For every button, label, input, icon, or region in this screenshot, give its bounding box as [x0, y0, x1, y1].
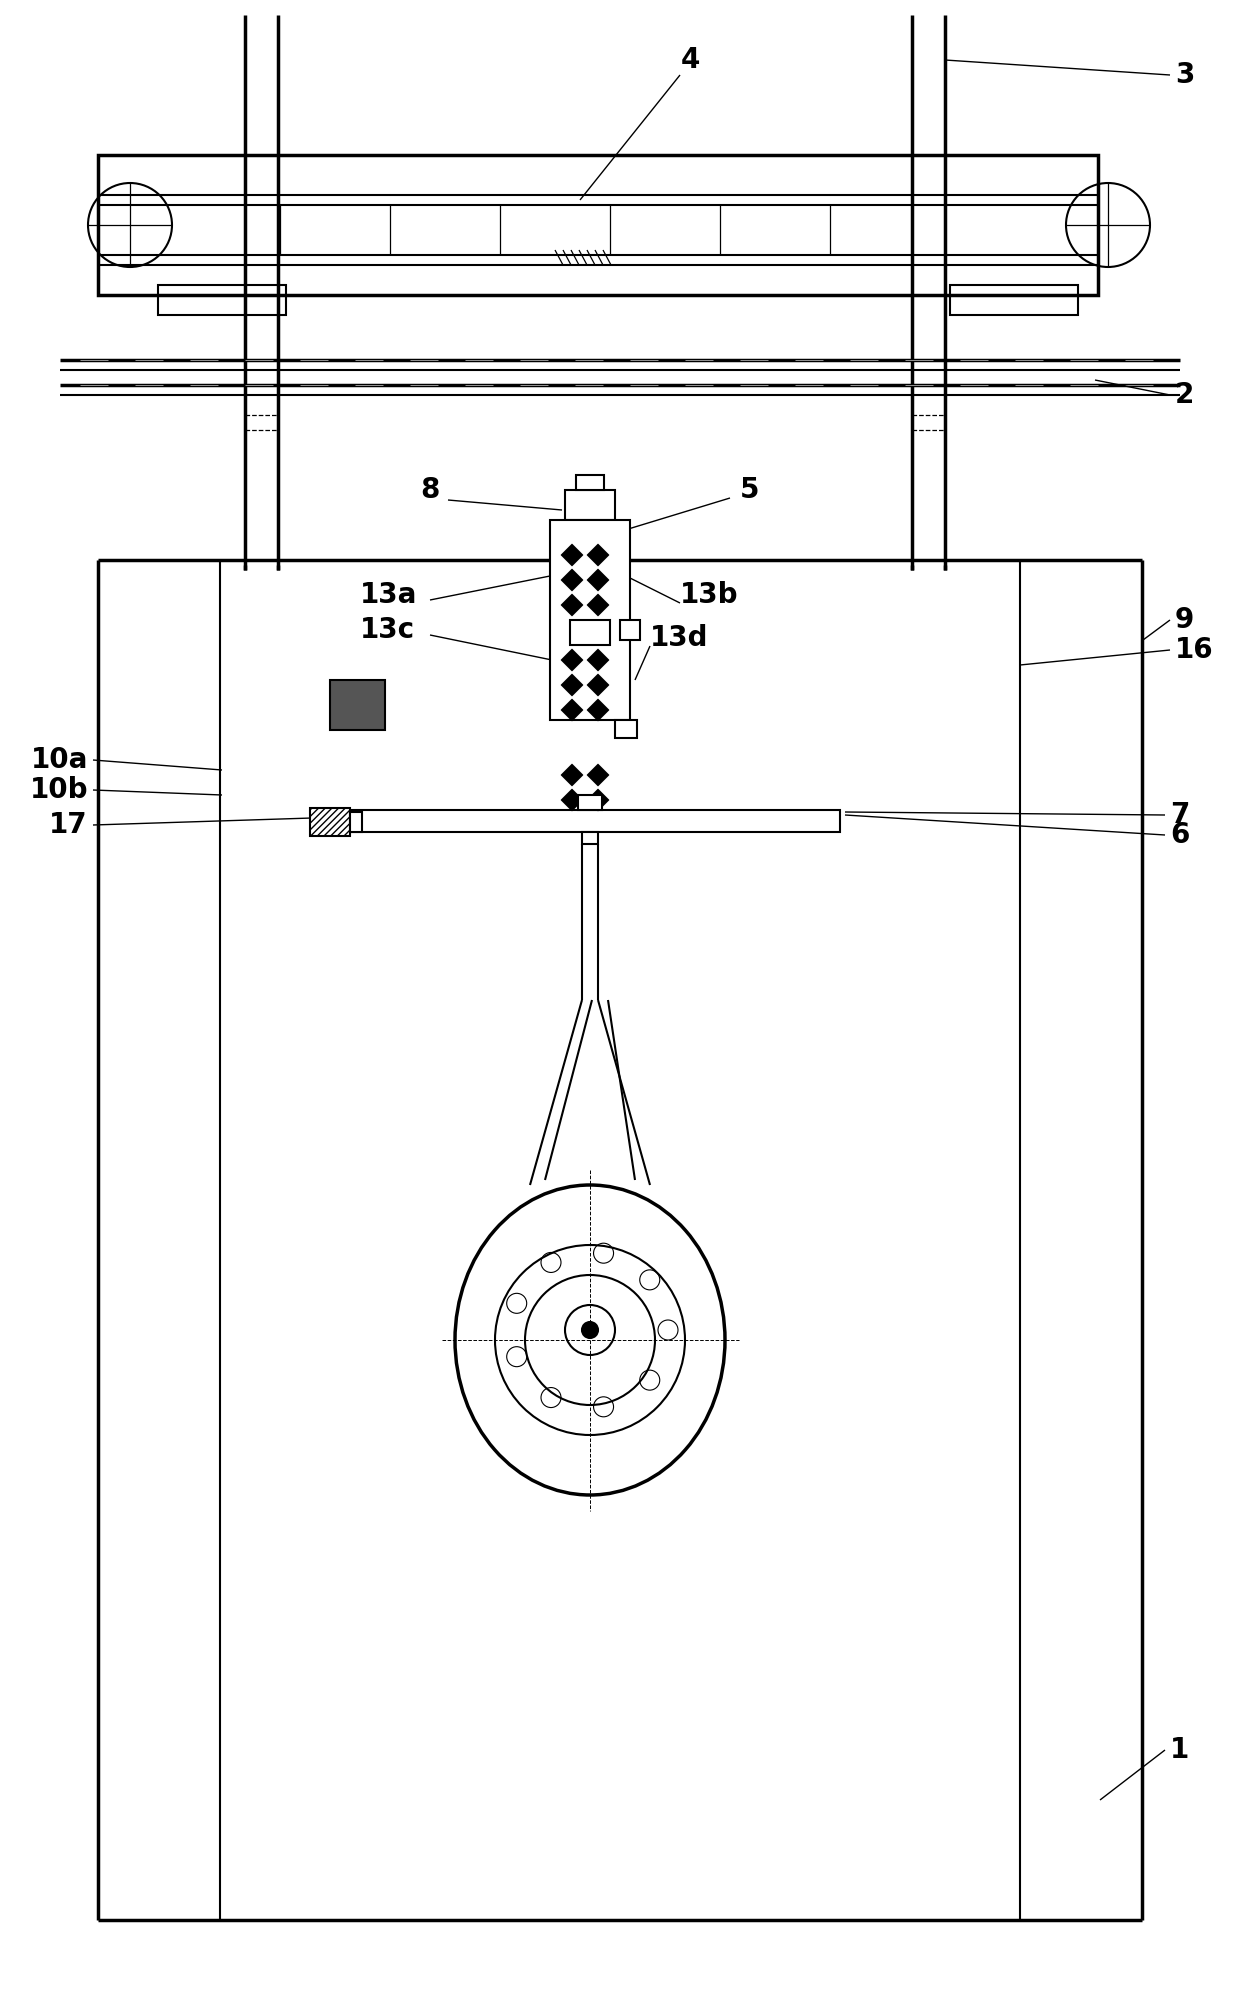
Polygon shape — [560, 569, 583, 591]
Bar — [565, 490, 615, 521]
Bar — [620, 621, 640, 641]
Polygon shape — [587, 765, 609, 787]
Polygon shape — [587, 569, 609, 591]
Polygon shape — [560, 595, 583, 617]
Polygon shape — [560, 765, 583, 787]
Bar — [615, 721, 637, 739]
Bar — [98, 154, 1097, 294]
Bar — [577, 474, 604, 490]
Polygon shape — [560, 545, 583, 567]
Text: 13b: 13b — [680, 581, 739, 609]
Polygon shape — [560, 649, 583, 671]
Polygon shape — [587, 699, 609, 721]
Polygon shape — [560, 699, 583, 721]
Bar — [570, 621, 610, 645]
Bar — [578, 795, 601, 811]
Polygon shape — [560, 789, 583, 811]
Polygon shape — [587, 649, 609, 671]
Bar — [551, 521, 630, 721]
Text: 4: 4 — [681, 46, 699, 74]
Text: 6: 6 — [1171, 821, 1189, 849]
Polygon shape — [587, 789, 609, 811]
Polygon shape — [587, 545, 609, 567]
Text: 13d: 13d — [650, 625, 708, 653]
Bar — [340, 811, 839, 833]
Bar — [330, 681, 384, 731]
Text: 10a: 10a — [31, 747, 88, 775]
Bar — [350, 813, 362, 833]
Text: 2: 2 — [1176, 380, 1194, 408]
Text: 7: 7 — [1171, 801, 1189, 829]
Polygon shape — [587, 595, 609, 617]
Text: 13c: 13c — [360, 617, 415, 645]
Bar — [157, 284, 286, 314]
Polygon shape — [560, 675, 583, 697]
Text: 8: 8 — [420, 476, 440, 505]
Text: 17: 17 — [50, 811, 88, 839]
Bar — [582, 833, 598, 845]
Text: 1: 1 — [1171, 1736, 1189, 1764]
Text: 9: 9 — [1176, 607, 1194, 635]
Text: 3: 3 — [1176, 60, 1194, 88]
Text: 5: 5 — [740, 476, 760, 505]
Text: 10b: 10b — [30, 777, 88, 805]
Bar — [950, 284, 1078, 314]
Circle shape — [582, 1321, 598, 1337]
Bar — [310, 809, 350, 837]
Polygon shape — [587, 675, 609, 697]
Text: 13a: 13a — [360, 581, 418, 609]
Text: 16: 16 — [1176, 637, 1214, 665]
